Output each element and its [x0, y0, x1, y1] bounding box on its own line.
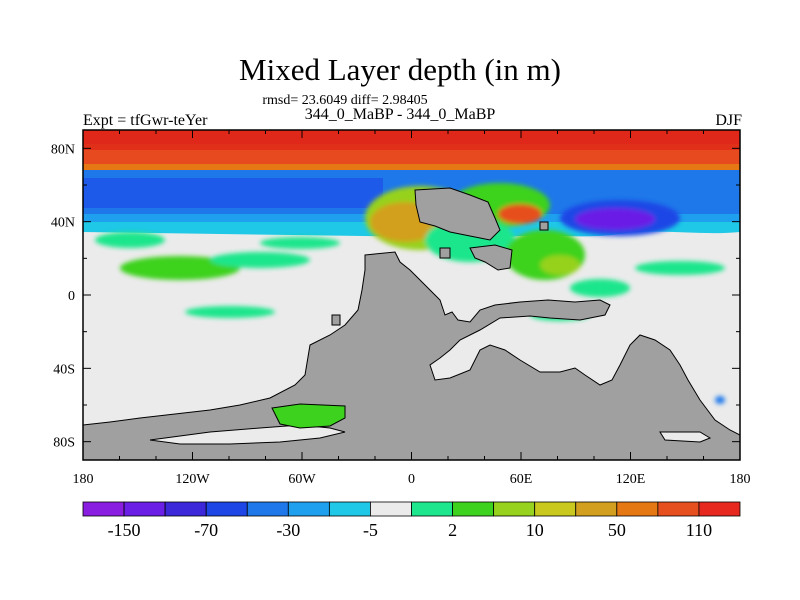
season-label: DJF — [715, 112, 742, 129]
colorbar-swatch — [616, 501, 659, 517]
lon-tick-label: 60E — [510, 472, 533, 487]
colorbar-swatch — [205, 501, 248, 517]
map-field — [83, 130, 740, 460]
colorbar-swatch — [493, 501, 536, 517]
lon-tick-label: 180 — [730, 472, 751, 487]
colorbar-swatch — [534, 501, 577, 517]
lon-tick-label: 120W — [175, 472, 210, 487]
colorbar-swatch — [164, 501, 207, 517]
main-continent — [83, 251, 740, 460]
colorbar-label: -150 — [108, 520, 141, 540]
lat-tick-label: 80S — [53, 436, 75, 451]
blue-band-core-west — [83, 178, 383, 208]
arctic-band-edge-orange — [83, 164, 740, 170]
southeast-bay — [659, 431, 712, 443]
colorbar-swatch — [246, 501, 289, 517]
lat-tick-label: 0 — [68, 289, 75, 304]
plot-title: Mixed Layer depth (in m) — [239, 52, 561, 87]
experiment-label: Expt = tfGwr-teYer — [83, 112, 208, 129]
small-island-3 — [539, 221, 549, 231]
longitude-axis: 180 120W 60W 0 60E 120E 180 — [73, 130, 751, 487]
lat-tick-label: 40N — [51, 216, 75, 231]
colorbar-swatch — [698, 501, 741, 517]
colorbar-label: -70 — [194, 520, 218, 540]
small-island-2 — [331, 314, 341, 326]
colorbar-swatch — [82, 501, 125, 517]
eastern-island — [469, 244, 513, 271]
lat-tick-label: 80N — [51, 142, 75, 157]
colorbar-swatch — [575, 501, 618, 517]
colorbar: -150 -70 -30 -5 2 10 50 110 — [82, 501, 741, 540]
colorbar-swatch — [287, 501, 330, 517]
lon-tick-label: 120E — [616, 472, 646, 487]
lon-tick-label: 0 — [408, 472, 415, 487]
colorbar-swatch — [123, 501, 166, 517]
lat-tick-label: 40S — [53, 362, 75, 377]
colorbar-swatch — [411, 501, 453, 517]
colorbar-swatch — [370, 501, 412, 517]
colorbar-label: 110 — [686, 520, 712, 540]
colorbar-swatch — [657, 501, 700, 517]
lon-tick-label: 180 — [73, 472, 94, 487]
northern-landmass — [414, 187, 501, 241]
colorbar-label: -30 — [276, 520, 300, 540]
land-masses — [83, 187, 740, 460]
lon-tick-label: 60W — [288, 472, 316, 487]
colorbar-swatch — [328, 501, 371, 517]
rmsd-diff-subtitle: rmsd= 23.6049 diff= 2.98405 — [262, 93, 428, 108]
latitude-axis: 80N 40N 0 40S 80S — [51, 142, 740, 451]
colorbar-label: 50 — [608, 520, 626, 540]
arctic-band-inner — [83, 150, 740, 166]
colorbar-label: 10 — [526, 520, 544, 540]
southern-gulf — [271, 403, 346, 429]
colorbar-swatch — [452, 501, 495, 517]
colorbar-label: -5 — [363, 520, 378, 540]
southern-lake — [149, 424, 346, 445]
small-island-1 — [439, 247, 451, 259]
negative-anomaly-blob — [560, 200, 680, 236]
comparison-label: 344_0_MaBP - 344_0_MaBP — [304, 106, 496, 123]
colorbar-label: 2 — [448, 520, 457, 540]
